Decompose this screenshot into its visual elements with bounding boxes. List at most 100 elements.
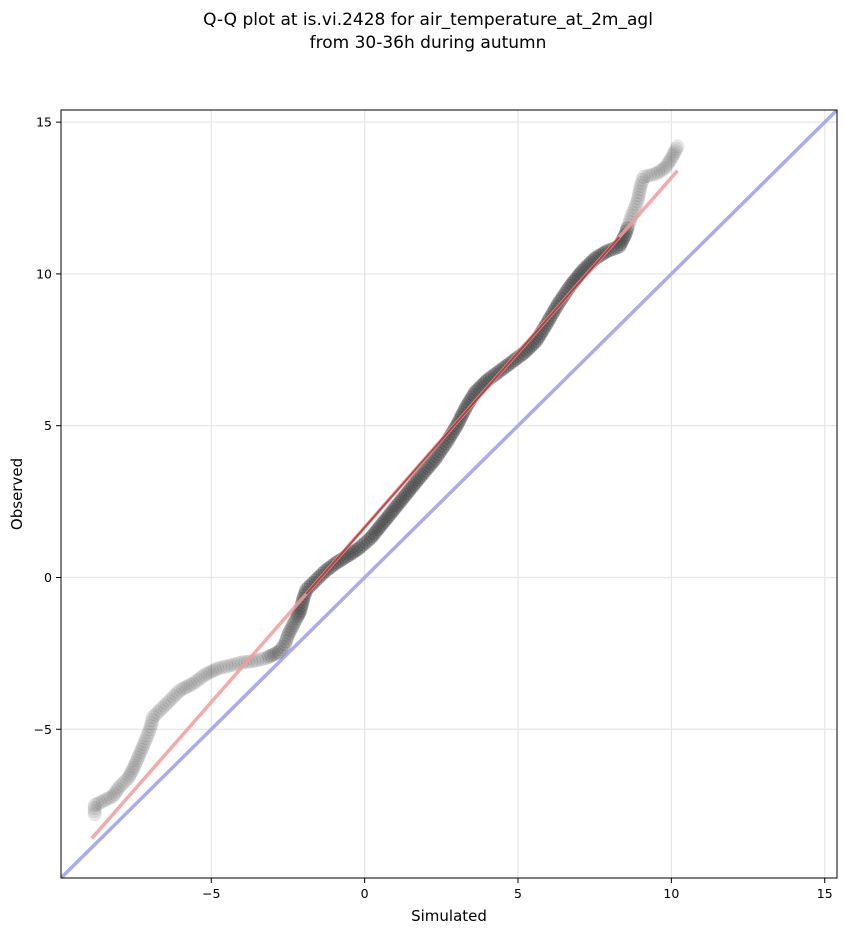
qq-point [264,648,279,663]
qq-point [180,679,196,694]
qq-point [126,760,141,776]
qq-point [377,513,392,528]
qq-point [225,657,240,672]
qq-point [664,151,679,166]
qq-point [219,659,234,674]
qq-point [667,144,683,159]
x-tick-label: 10 [663,886,679,901]
qq-point [127,758,142,773]
qq-point [107,786,122,801]
qq-point [98,792,113,808]
qq-point [420,461,435,476]
qq-point [662,153,677,168]
qq-point [122,768,137,783]
y-tick-label: −5 [34,722,52,737]
y-tick-label: 5 [44,418,52,433]
qq-point [87,804,102,819]
qq-point [271,644,286,659]
qq-point [416,465,431,480]
grid [61,110,837,878]
qq-point [269,645,284,661]
qq-point [670,139,685,154]
qq-point [669,141,684,156]
qq-point [128,755,143,771]
qq-point [279,631,295,646]
fit-line-layer [90,169,679,840]
qq-point [631,187,647,203]
qq-point [166,689,181,704]
qq-point [119,772,134,788]
qq-point [414,467,429,483]
qq-point [400,485,415,500]
qq-point [632,184,647,200]
qq-point [185,676,200,691]
x-tick-label: 15 [817,886,833,901]
qq-point [651,165,666,180]
qq-point [631,190,646,206]
qq-point [132,747,147,763]
qq-point [431,446,446,462]
qq-point [283,623,298,638]
qq-point [289,611,304,626]
qq-point [379,511,394,526]
y-tick-label: 15 [36,115,52,130]
qq-point [92,795,108,810]
qq-point [344,546,359,561]
qq-point [665,149,680,164]
qq-point [648,166,664,181]
identity-line-layer [61,110,837,878]
qq-point [372,520,387,535]
qq-point [386,502,401,517]
qq-point [277,637,293,652]
qq-point [592,248,607,263]
qq-point [361,532,376,548]
qq-point [273,642,288,657]
qq-point [376,515,391,530]
qq-point [142,722,157,737]
qq-point [205,663,220,679]
qq-point [367,526,382,541]
qq-point [429,449,445,464]
qq-point [633,178,648,193]
qq-point [351,541,366,556]
qq-point [152,703,167,718]
qq-point [628,200,643,215]
qq-point [280,628,296,643]
qq-point [368,524,384,539]
fit-line-central [305,236,620,595]
qq-point [653,163,668,178]
qq-point [100,791,115,806]
qq-point [278,634,294,649]
qq-point [407,476,422,491]
qq-point [384,504,399,520]
y-axis-label: Observed [8,458,26,530]
x-axis-ticks: −5 0 5 10 15 [202,878,833,901]
qq-point [213,660,228,675]
qq-point [87,807,102,822]
y-tick-label: 0 [44,570,52,585]
qq-point [635,172,650,187]
qq-point [116,775,131,790]
qq-point [145,713,160,728]
qq-point [329,555,345,570]
qq-point [393,494,408,509]
qq-point [642,168,658,183]
qq-point [143,719,158,734]
qq-point [259,650,274,666]
qq-point [157,698,172,713]
qq-point [114,777,129,792]
qq-point [171,684,186,700]
qq-point [135,739,150,755]
qq-point [630,194,645,209]
qq-point [632,181,648,196]
qq-point [261,649,277,664]
qq-point [301,580,316,595]
qq-point [374,517,389,533]
qq-point [287,615,302,631]
qq-point [418,463,433,478]
qq-point [173,682,188,697]
qq-point [87,797,102,813]
qq-point [87,801,102,816]
qq-point [203,665,218,680]
